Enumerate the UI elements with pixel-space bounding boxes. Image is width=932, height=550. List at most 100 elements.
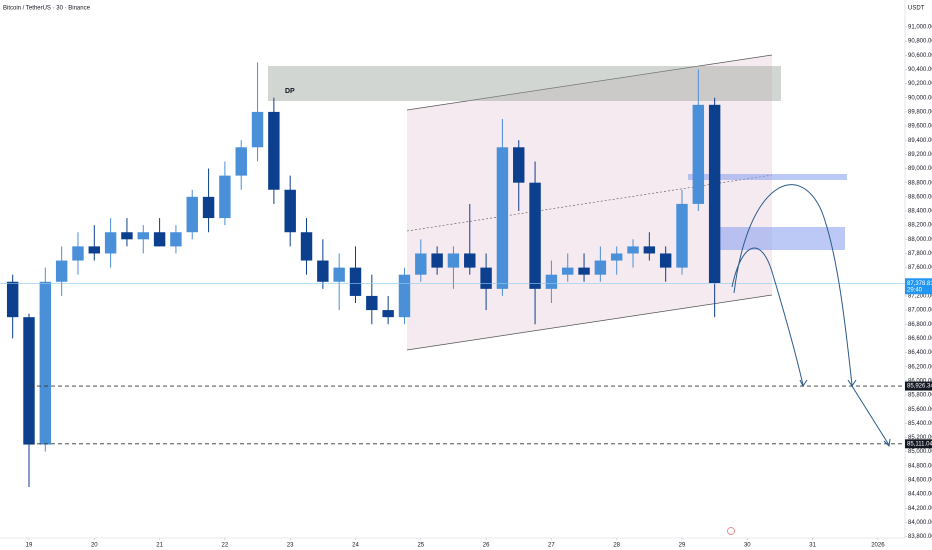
candle-body [6,281,19,318]
price-label: 85,111.04 [907,441,932,447]
y-tick-label: 86,200.00 [908,364,932,370]
y-tick-label: 88,600.00 [908,194,932,200]
y-tick-label: 90,400.00 [908,67,932,73]
x-tick-label: 27 [548,543,555,549]
y-tick-label: 84,600.00 [908,478,932,484]
y-tick-label: 84,200.00 [908,506,932,512]
candle-body [268,111,280,190]
candle-body [39,281,52,445]
y-tick-label: 88,000.00 [908,237,932,243]
y-tick-label: 87,600.00 [908,265,932,271]
x-tick-label: 26 [483,543,490,549]
y-tick-label: 83,800.00 [908,534,932,540]
price-label-box [905,439,932,449]
candle-body [317,260,329,282]
y-tick-label: 88,800.00 [908,180,932,186]
candle-body [676,203,688,268]
y-tick-label: 84,000.00 [908,520,932,526]
candle-body [382,310,394,318]
candle-body [121,232,133,240]
candle-body [366,295,378,311]
annotation: DP [285,88,295,95]
channel-top [406,54,773,111]
candle-body [578,267,590,275]
candle-body [349,267,362,296]
y-tick-label: 84,400.00 [908,492,932,498]
candle-body [219,175,231,219]
y-tick-label: 86,600.00 [908,336,932,342]
x-tick-label: 20 [91,543,98,549]
event-icon [727,527,735,535]
candle-body [55,260,68,282]
candle-body [300,232,313,261]
candle-body [627,246,639,254]
chart-title: Bitcoin / TetherUS · 30 · Binance [3,6,91,12]
y-tick-label: 85,400.00 [908,421,932,427]
price-label-box [905,278,932,295]
y-tick-label: 89,600.00 [908,124,932,130]
y-tick-label: 86,800.00 [908,322,932,328]
y-tick-label: 87,800.00 [908,251,932,257]
candle-body [202,196,215,219]
candle-body [643,246,656,254]
y-tick-label: 85,000.00 [908,449,932,455]
candle-body [464,253,476,268]
y-tick-label: 85,600.00 [908,407,932,413]
candle-body [545,274,558,289]
channel-mid [406,174,773,232]
candle-body [251,111,264,148]
price-label-box [905,381,932,391]
supply-zone [268,66,781,101]
x-tick-label: 29 [679,543,686,549]
candle-body [104,232,117,254]
x-tick-label: 23 [287,543,294,549]
candle-body [72,246,84,261]
candle-body [610,253,623,261]
candle-body [235,147,247,176]
candle-body [398,274,411,318]
candle-body [447,253,460,268]
x-tick-label: 30 [744,543,751,549]
x-tick-label: 25 [417,543,424,549]
candle-body [496,147,509,289]
x-tick-label: 31 [809,543,816,549]
candle-body [529,182,541,289]
x-tick-label: 19 [26,543,33,549]
candle-body [708,104,721,284]
y-tick-label: 89,200.00 [908,152,932,158]
arrows [731,184,891,448]
candle-body [513,147,525,183]
x-tick-label: 21 [156,543,163,549]
candle-body [594,260,607,275]
countdown: 29:40 [907,287,923,293]
y-tick-label: 86,400.00 [908,350,932,356]
y-tick-label: 90,200.00 [908,81,932,87]
zone [711,227,845,250]
y-tick-label: 89,800.00 [908,109,932,115]
y-tick-label: 84,800.00 [908,463,932,469]
channel-bottom [406,294,773,351]
arrow-head [799,379,808,387]
time-axis [0,538,905,550]
y-tick-label: 87,000.00 [908,308,932,314]
zone [688,174,847,180]
candle-body [659,253,672,268]
candle-body [23,317,35,445]
currency-label: USDT [908,6,925,12]
y-tick-label: 90,800.00 [908,39,932,45]
y-tick-label: 85,200.00 [908,435,932,441]
candle-body [431,253,443,268]
x-tick-label: 2026 [871,543,885,549]
candle-body [137,232,149,240]
x-tick-label: 22 [222,543,229,549]
candle-body [284,189,296,233]
candle-body [153,232,166,247]
y-tick-label: 86,000.00 [908,378,932,384]
projection-arrow [733,184,853,386]
y-tick-label: 89,400.00 [908,138,932,144]
projection-arrow [731,247,804,386]
candle-body [692,104,705,204]
y-tick-label: 87,200.00 [908,294,932,300]
candle-body [170,232,182,247]
